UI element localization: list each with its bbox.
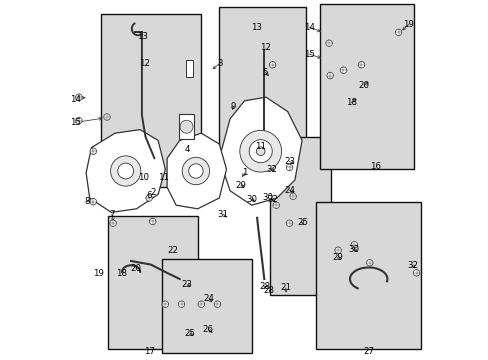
Text: 15: 15 — [70, 118, 81, 127]
Circle shape — [118, 163, 133, 179]
Text: 19: 19 — [403, 20, 413, 29]
FancyBboxPatch shape — [162, 259, 251, 353]
Text: 32: 32 — [267, 195, 278, 204]
Text: 32: 32 — [407, 261, 417, 270]
Text: 14: 14 — [303, 23, 314, 32]
Text: 29: 29 — [332, 253, 343, 262]
Text: 3: 3 — [217, 59, 223, 68]
Text: 16: 16 — [369, 162, 380, 171]
Circle shape — [272, 202, 279, 208]
Text: 7: 7 — [109, 210, 114, 219]
Text: 13: 13 — [250, 23, 261, 32]
Text: 18: 18 — [345, 98, 356, 107]
FancyBboxPatch shape — [107, 216, 197, 349]
Polygon shape — [219, 97, 302, 205]
Text: 18: 18 — [115, 269, 126, 278]
Circle shape — [412, 270, 419, 276]
Circle shape — [103, 114, 110, 120]
Text: 23: 23 — [284, 157, 294, 166]
Circle shape — [76, 117, 82, 124]
Circle shape — [334, 247, 341, 253]
Text: 25: 25 — [184, 329, 195, 338]
Text: 5: 5 — [262, 68, 267, 77]
Text: 30: 30 — [348, 245, 359, 254]
Circle shape — [350, 242, 357, 248]
FancyBboxPatch shape — [316, 202, 420, 349]
Text: 6: 6 — [146, 191, 151, 200]
Text: 32: 32 — [266, 165, 277, 174]
Text: 15: 15 — [303, 50, 314, 59]
Text: 12: 12 — [139, 59, 150, 68]
Text: 30: 30 — [262, 193, 272, 202]
Circle shape — [269, 62, 275, 68]
Text: 10: 10 — [138, 173, 148, 182]
Text: 4: 4 — [184, 145, 190, 154]
Text: 24: 24 — [284, 186, 294, 195]
Circle shape — [239, 130, 281, 172]
Circle shape — [340, 67, 346, 73]
Text: 11: 11 — [158, 173, 169, 182]
Circle shape — [325, 40, 332, 46]
Circle shape — [149, 218, 156, 225]
Circle shape — [249, 140, 272, 163]
Text: 29: 29 — [235, 181, 246, 190]
Circle shape — [162, 301, 168, 307]
Text: 22: 22 — [167, 246, 178, 255]
Text: 20: 20 — [130, 264, 141, 273]
Text: 9: 9 — [230, 102, 235, 111]
FancyBboxPatch shape — [179, 114, 194, 139]
Text: 12: 12 — [260, 43, 271, 52]
Text: 20: 20 — [358, 81, 369, 90]
Text: 30: 30 — [245, 195, 257, 204]
Circle shape — [110, 156, 141, 186]
FancyBboxPatch shape — [219, 7, 305, 155]
Circle shape — [110, 220, 116, 226]
Circle shape — [145, 195, 152, 201]
Circle shape — [366, 260, 372, 266]
Circle shape — [214, 301, 220, 307]
Text: 14: 14 — [70, 95, 81, 104]
FancyBboxPatch shape — [269, 137, 330, 295]
Text: 8: 8 — [84, 197, 90, 206]
Circle shape — [326, 72, 333, 79]
Circle shape — [188, 164, 203, 178]
Text: 21: 21 — [280, 284, 290, 293]
Text: 13: 13 — [137, 32, 147, 41]
Text: 11: 11 — [255, 142, 265, 151]
Circle shape — [76, 94, 82, 100]
Circle shape — [182, 157, 209, 185]
Circle shape — [180, 120, 193, 133]
Circle shape — [358, 62, 364, 68]
Text: 27: 27 — [363, 346, 373, 355]
Text: 28: 28 — [263, 287, 274, 295]
FancyBboxPatch shape — [320, 4, 413, 169]
Text: 31: 31 — [217, 210, 228, 219]
Circle shape — [289, 193, 296, 199]
Circle shape — [90, 148, 96, 154]
Text: 26: 26 — [202, 325, 213, 334]
Circle shape — [394, 29, 401, 36]
Polygon shape — [167, 133, 226, 209]
Text: 23: 23 — [182, 280, 192, 289]
Text: 25: 25 — [296, 217, 307, 227]
Text: 1: 1 — [242, 168, 247, 177]
Circle shape — [198, 301, 204, 307]
Text: 19: 19 — [93, 269, 103, 278]
Text: 24: 24 — [203, 294, 214, 303]
Circle shape — [90, 198, 96, 205]
Circle shape — [285, 164, 292, 171]
Text: 2: 2 — [150, 188, 156, 197]
Bar — [186, 60, 193, 77]
Circle shape — [256, 147, 264, 156]
FancyBboxPatch shape — [101, 14, 201, 187]
Circle shape — [285, 220, 292, 226]
Polygon shape — [86, 130, 165, 212]
Text: 28: 28 — [259, 283, 270, 292]
Text: 17: 17 — [143, 346, 155, 355]
Circle shape — [178, 301, 184, 307]
